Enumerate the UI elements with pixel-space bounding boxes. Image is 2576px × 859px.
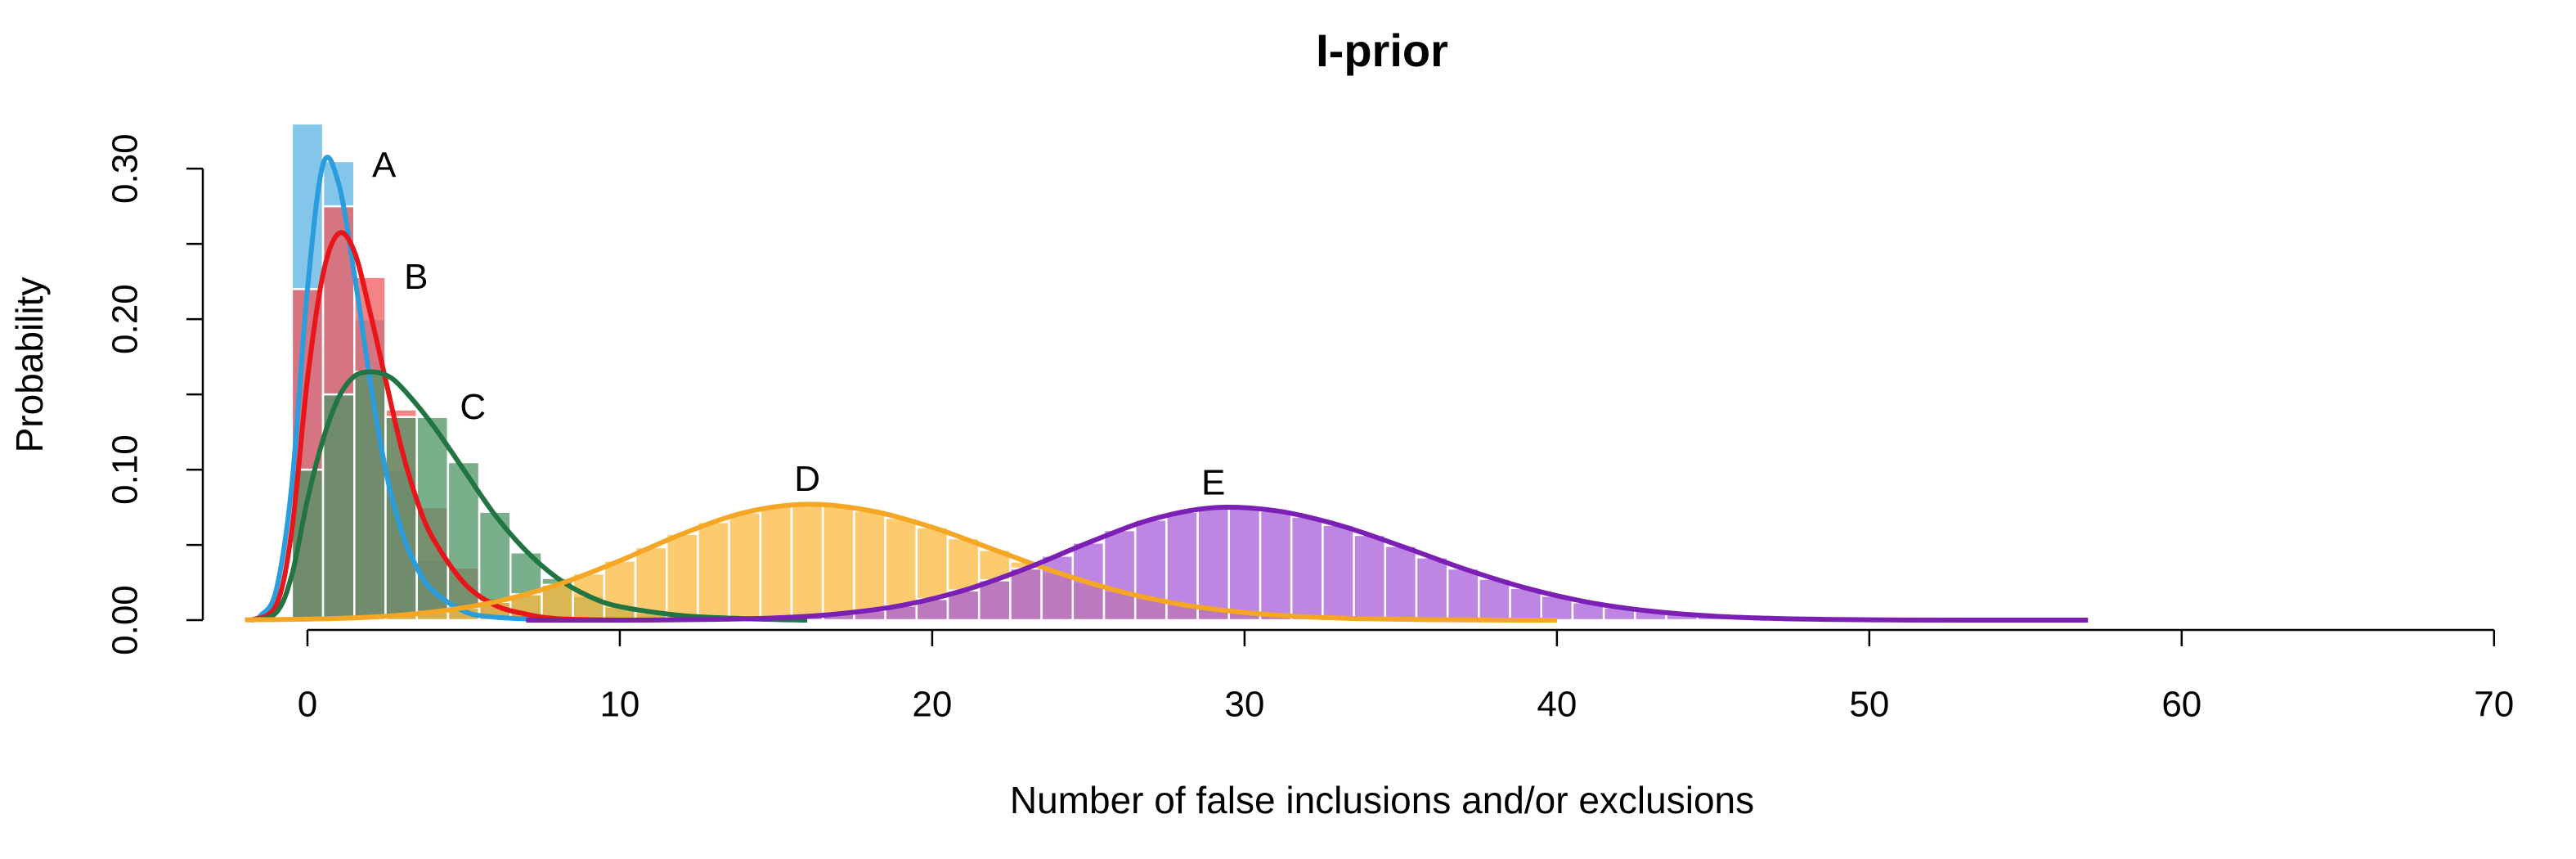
bar [728, 511, 762, 622]
bar [1384, 545, 1418, 622]
density-curve [249, 155, 558, 623]
x-axis-title: Number of false inclusions and/or exclus… [1010, 779, 1754, 821]
bar [1353, 533, 1387, 622]
density-curve [526, 504, 2089, 623]
bar [1446, 567, 1480, 622]
y-tick-label: 0.10 [105, 434, 146, 505]
bar [821, 505, 855, 622]
bar [759, 505, 793, 622]
series-label: E [1201, 462, 1225, 502]
bar [1102, 528, 1137, 622]
y-axis-title: Probability [8, 277, 51, 453]
bar [1196, 506, 1231, 622]
bar [353, 371, 387, 622]
density-curve [249, 230, 621, 623]
bar [1322, 524, 1355, 622]
bar [697, 520, 730, 622]
x-tick-label: 20 [912, 685, 952, 725]
x-tick-label: 30 [1224, 685, 1264, 725]
y-tick-label: 0.20 [105, 284, 146, 354]
x-tick-label: 50 [1849, 685, 1889, 725]
bar [1227, 506, 1262, 622]
x-tick-label: 0 [298, 685, 317, 725]
series-label: C [460, 387, 486, 427]
x-tick-label: 10 [599, 685, 640, 725]
chart-title: I-prior [1316, 25, 1448, 76]
y-tick-label: 0.30 [105, 133, 146, 204]
x-tick-label: 40 [1537, 685, 1577, 725]
series-label: A [372, 145, 397, 185]
bar [1040, 555, 1075, 622]
bar [665, 533, 699, 622]
bar [1290, 515, 1324, 622]
series-label: B [404, 257, 428, 297]
x-tick-label: 60 [2161, 685, 2201, 725]
bar [1478, 578, 1511, 622]
bar [1009, 567, 1043, 622]
x-tick-label: 70 [2474, 685, 2514, 725]
series-label: D [794, 459, 820, 499]
bar [1415, 556, 1449, 622]
y-tick-label: 0.00 [105, 585, 146, 655]
bar [603, 560, 637, 622]
density-curve [250, 369, 808, 623]
density-curve [245, 501, 1557, 623]
bar [1259, 510, 1293, 622]
bar [853, 509, 886, 622]
bar [1133, 518, 1168, 622]
bar [790, 503, 824, 622]
